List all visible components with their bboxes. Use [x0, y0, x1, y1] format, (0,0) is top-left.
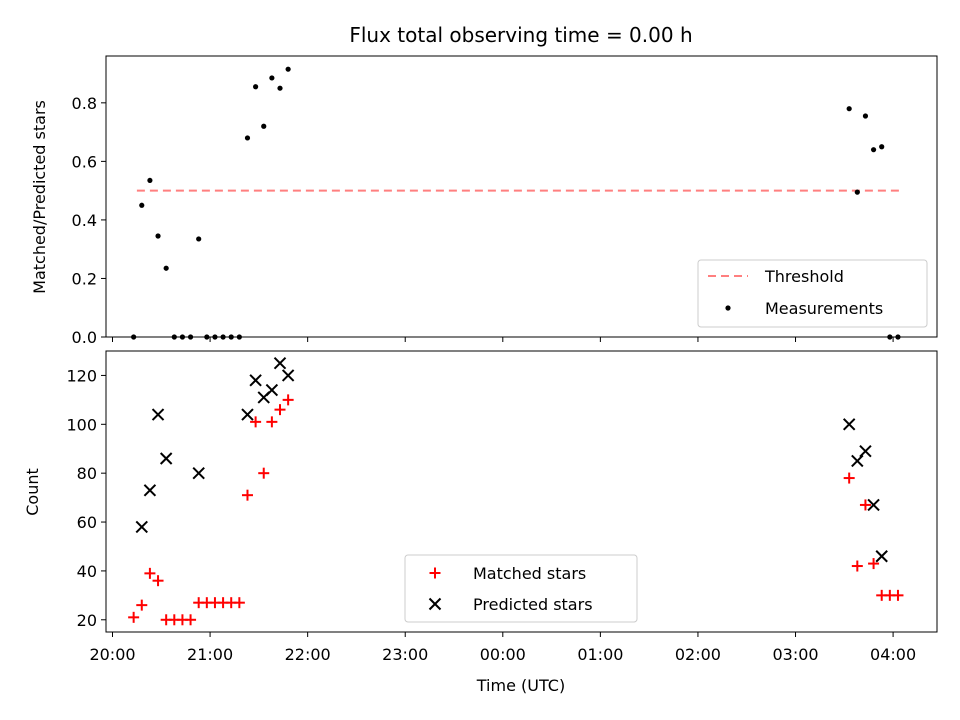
matched-star-point	[250, 416, 262, 428]
x-tick-label-2: 22:00	[285, 645, 331, 664]
bottom-ytick-label-0: 20	[77, 611, 97, 630]
matched-star-point	[136, 599, 148, 611]
legend-measurements-label: Measurements	[765, 299, 883, 318]
measurement-points	[131, 66, 901, 340]
measurement-point	[862, 113, 869, 119]
predicted-star-point	[241, 408, 254, 421]
x-tick-label-4: 00:00	[480, 645, 526, 664]
legend-measurements-swatch	[725, 305, 731, 311]
predicted-star-point	[151, 408, 165, 421]
matched-star-point	[258, 467, 270, 479]
predicted-star-point	[867, 498, 880, 512]
x-tick-label-3: 23:00	[382, 645, 428, 664]
measurement-point	[163, 265, 169, 271]
top-legend: Threshold Measurements	[697, 259, 928, 328]
predicted-star-point	[273, 357, 287, 370]
top-ytick-label-0: 0.0	[72, 328, 97, 347]
legend-predicted-label: Predicted stars	[473, 595, 593, 614]
measurement-point	[846, 106, 852, 112]
predicted-star-point	[135, 520, 148, 534]
matched-star-point	[851, 560, 863, 572]
measurement-point	[269, 75, 275, 81]
matched-star-point	[843, 472, 855, 484]
top-ytick-label-2: 0.4	[72, 211, 97, 230]
measurement-point	[854, 189, 860, 195]
legend-threshold-label: Threshold	[764, 267, 844, 286]
measurement-point	[155, 233, 161, 239]
predicted-star-point	[842, 418, 856, 431]
top-ytick-label-3: 0.6	[72, 152, 97, 171]
legend-predicted-marker	[428, 597, 442, 611]
x-axis-title: Time (UTC)	[476, 676, 565, 695]
bottom-ytick-label-1: 40	[77, 562, 97, 581]
measurement-point	[261, 123, 267, 129]
bottom-legend-box	[404, 554, 638, 623]
legend-matched-swatch	[429, 567, 441, 579]
bottom-ytick-label-5: 120	[66, 366, 97, 385]
x-tick-label-7: 03:00	[772, 645, 818, 664]
measurement-point	[196, 236, 202, 242]
top-ytick-label-1: 0.2	[72, 269, 97, 288]
measurement-point	[244, 135, 251, 141]
top-panel: Matched/Predicted stars 0.00.20.40.60.8 …	[30, 55, 938, 347]
measurement-point	[277, 85, 283, 91]
matched-star-point	[144, 567, 156, 579]
top-legend-box	[697, 259, 928, 328]
bottom-panel: Count Time (UTC) 20 40 60 80 100 120 20:00 21:…	[23, 350, 938, 695]
measurement-point	[285, 66, 291, 72]
predicted-star-point	[851, 454, 864, 468]
measurement-point	[253, 84, 259, 90]
measurement-point	[879, 144, 885, 150]
x-tick-label-8: 04:00	[870, 645, 916, 664]
legend-matched-marker	[429, 567, 441, 579]
bottom-ytick-label-4: 100	[66, 415, 97, 434]
bottom-axes-frame	[105, 350, 938, 633]
predicted-star-point	[281, 369, 295, 382]
matched-star-point	[185, 614, 197, 626]
measurement-point	[870, 147, 877, 153]
top-y-axis-title: Matched/Predicted stars	[30, 100, 49, 294]
top-axes-frame	[105, 55, 938, 338]
legend-matched-label: Matched stars	[473, 564, 586, 583]
x-tick-label-0: 20:00	[89, 645, 135, 664]
matched-star-point	[892, 589, 904, 601]
predicted-star-point	[875, 550, 888, 563]
predicted-star-point	[249, 374, 262, 387]
predicted-star-point	[192, 466, 205, 480]
matched-star-point	[152, 575, 164, 587]
matched-star-point	[868, 558, 880, 570]
x-tick-label-1: 21:00	[187, 645, 233, 664]
x-tick-label-5: 01:00	[577, 645, 623, 664]
star-count-points	[128, 357, 904, 626]
bottom-y-ticks: 20 40 60 80 100 120	[66, 366, 106, 630]
predicted-star-point	[859, 444, 872, 458]
matched-star-point	[266, 416, 278, 428]
legend-predicted-swatch	[428, 597, 442, 611]
chart-title: Flux total observing time = 0.00 h	[349, 23, 692, 47]
matched-star-point	[274, 404, 286, 416]
predicted-star-point	[143, 484, 157, 497]
bottom-y-axis-title: Count	[23, 468, 42, 516]
predicted-star-point	[265, 383, 279, 397]
bottom-x-ticks: 20:00 21:00 22:00 23:00 00:00 01:00 02:00 03:00…	[89, 632, 916, 664]
top-y-ticks: 0.0 0.2 0.4 0.6 0.8	[72, 94, 106, 347]
matched-star-point	[233, 597, 245, 609]
measurement-point	[139, 202, 145, 208]
matched-star-point	[859, 499, 871, 511]
matched-star-point	[241, 489, 253, 501]
top-ytick-label-4: 0.8	[72, 94, 97, 113]
matched-star-point	[128, 611, 140, 623]
matched-star-point	[282, 394, 294, 406]
bottom-ytick-label-2: 60	[77, 513, 97, 532]
bottom-legend: Matched stars Predicted stars	[404, 554, 638, 623]
top-x-ticks	[112, 337, 894, 342]
x-tick-label-6: 02:00	[675, 645, 721, 664]
measurement-point	[147, 177, 153, 184]
predicted-star-point	[159, 452, 173, 465]
bottom-ytick-label-3: 80	[77, 464, 97, 483]
